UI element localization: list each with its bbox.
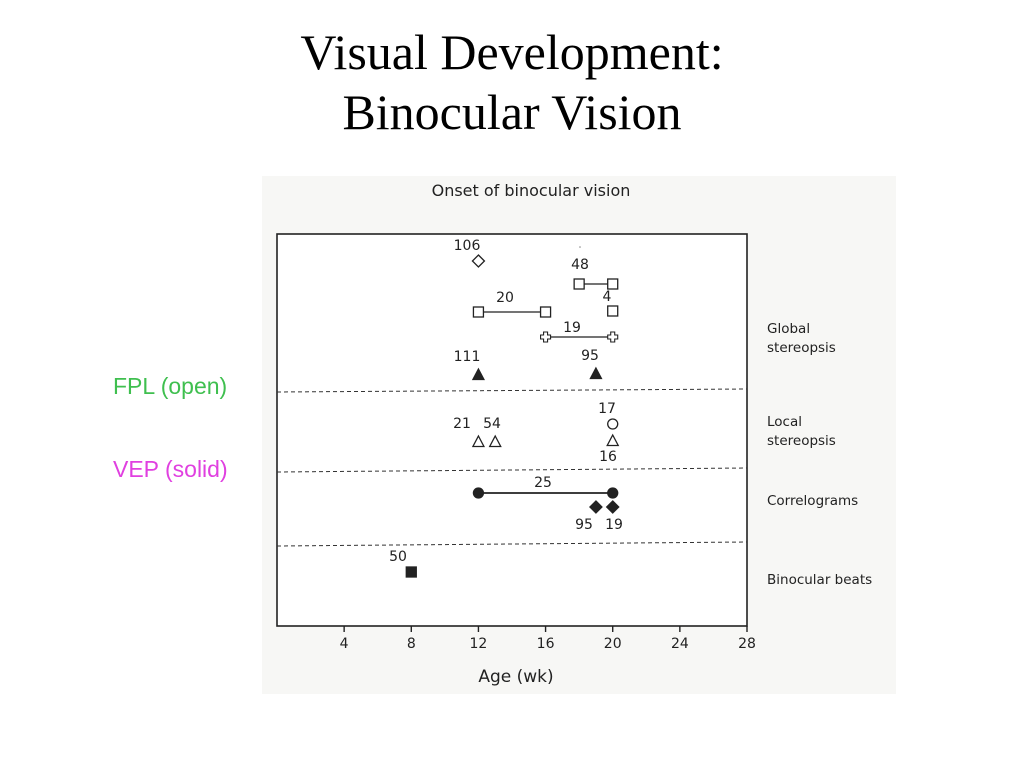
point-label: 16 — [599, 449, 617, 465]
x-axis-ticks: 4 8 12 16 20 24 28 — [340, 626, 756, 652]
point-square-solid — [405, 566, 417, 578]
point-square-open-end — [607, 278, 619, 290]
point-triangle-open — [606, 433, 620, 447]
point-cross-open-end — [607, 331, 619, 343]
x-tick-label: 28 — [738, 636, 756, 652]
x-tick-label: 4 — [340, 636, 349, 652]
point-diamond-open — [471, 254, 486, 268]
point-triangle-open — [488, 434, 502, 448]
x-tick-label: 12 — [470, 636, 488, 652]
category-label: Local — [767, 414, 802, 430]
category-divider — [276, 388, 748, 393]
point-square-open-start — [472, 306, 485, 318]
point-label: 106 — [454, 238, 481, 254]
point-label: 21 — [453, 416, 471, 432]
point-label: 54 — [483, 416, 501, 432]
slide-title-line2: Binocular Vision — [342, 84, 682, 140]
point-label: 50 — [389, 549, 407, 565]
category-label: Global — [767, 321, 810, 337]
plot-frame — [276, 233, 748, 627]
x-axis-label: Age (wk) — [478, 667, 553, 687]
point-label: 95 — [581, 348, 599, 364]
point-diamond-solid — [589, 500, 603, 514]
category-label: Binocular beats — [767, 572, 872, 588]
point-square-open-start — [573, 278, 585, 290]
x-tick-label: 8 — [407, 636, 416, 652]
point-cross-open-start — [540, 331, 552, 343]
fpl-legend-label: FPL (open) — [113, 373, 228, 399]
point-diamond-solid — [605, 500, 620, 514]
point-label: 25 — [534, 475, 552, 491]
point-circle-solid-end — [607, 487, 619, 499]
category-label: Correlograms — [767, 493, 858, 509]
point-square-open-end — [539, 306, 552, 318]
point-label: 48 — [571, 257, 589, 273]
slide-title-line1: Visual Development: — [300, 24, 724, 80]
category-divider — [276, 541, 748, 547]
chart-title: Onset of binocular vision — [432, 181, 631, 200]
x-tick-label: 16 — [537, 636, 555, 652]
point-triangle-solid — [471, 367, 486, 381]
x-tick-label: 20 — [604, 636, 622, 652]
category-label: stereopsis — [767, 340, 836, 356]
category-divider — [276, 467, 748, 473]
point-label: 111 — [454, 349, 481, 365]
scan-speck — [579, 246, 581, 248]
point-square-open — [607, 305, 619, 317]
point-label: 19 — [605, 517, 623, 533]
point-label: 20 — [496, 290, 514, 306]
point-label: 4 — [603, 289, 612, 305]
slide-title: Visual Development: Binocular Vision — [0, 22, 1024, 142]
point-circle-solid-start — [472, 487, 485, 499]
vep-legend-label: VEP (solid) — [113, 456, 228, 482]
point-triangle-solid — [589, 366, 603, 380]
point-triangle-open — [471, 434, 486, 448]
category-label: stereopsis — [767, 433, 836, 449]
point-label: 17 — [598, 401, 616, 417]
point-label: 95 — [575, 517, 593, 533]
point-label: 19 — [563, 320, 581, 336]
point-circle-open — [607, 418, 619, 430]
x-tick-label: 24 — [671, 636, 689, 652]
category-labels: Global stereopsis Local stereopsis Correlogr… — [767, 321, 872, 588]
